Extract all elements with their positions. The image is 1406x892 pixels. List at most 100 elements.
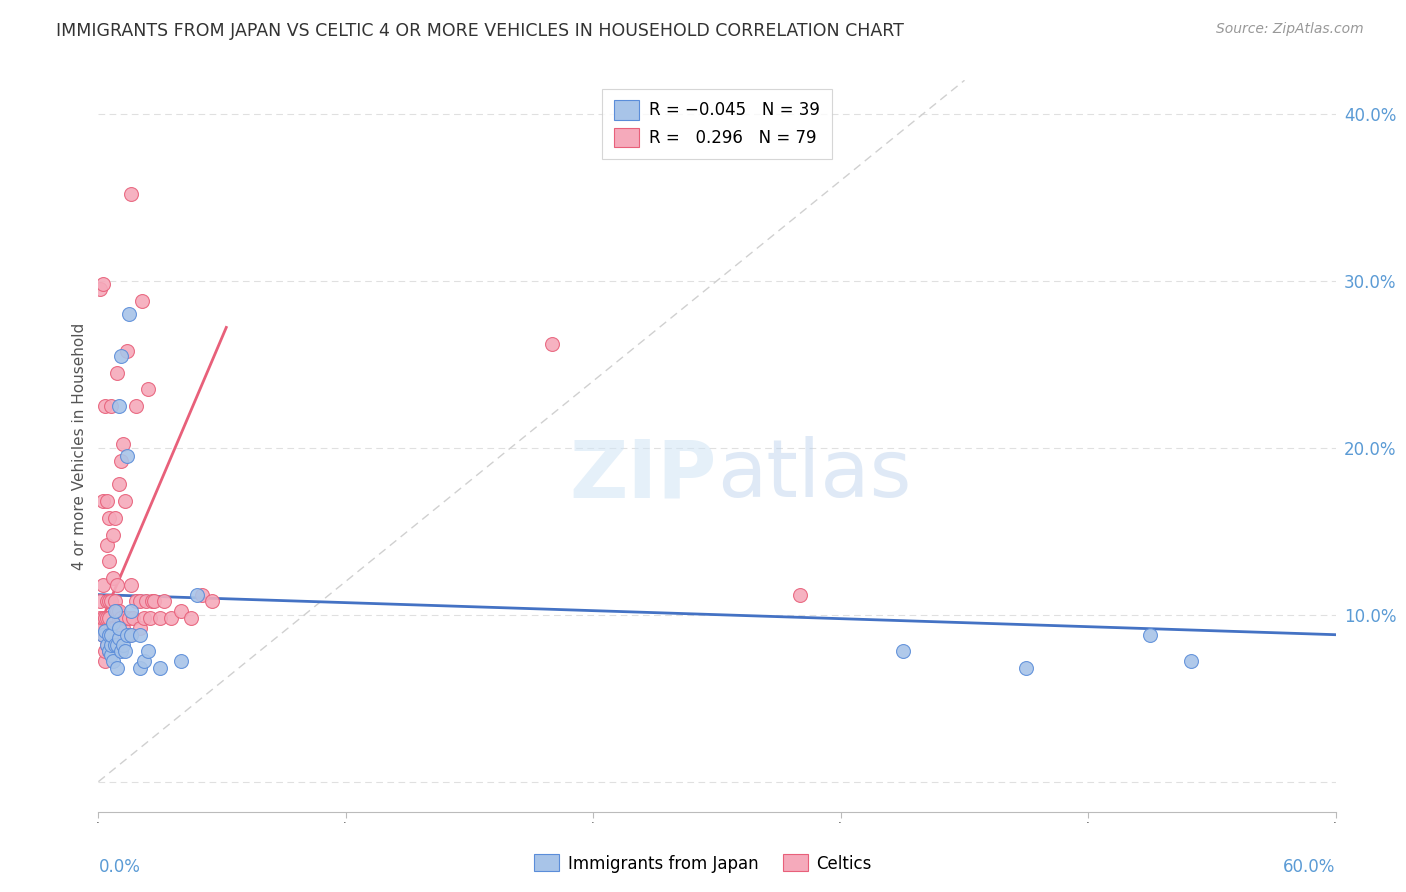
Point: [100, 594, 122, 608]
Point: [132, 655, 155, 669]
Point: [149, 661, 172, 675]
Point: [101, 638, 124, 652]
Point: [89, 282, 111, 296]
Point: [96, 494, 118, 508]
Point: [96, 638, 118, 652]
Point: [120, 577, 142, 591]
Point: [93, 655, 115, 669]
Point: [89, 611, 111, 625]
Point: [108, 628, 131, 642]
Point: [105, 577, 128, 591]
Point: [100, 399, 122, 413]
Point: [128, 628, 150, 642]
Point: [101, 527, 124, 541]
Point: [100, 644, 122, 658]
Point: [104, 638, 127, 652]
Point: [120, 628, 142, 642]
Text: Source: ZipAtlas.com: Source: ZipAtlas.com: [1216, 22, 1364, 37]
Point: [132, 611, 155, 625]
Point: [153, 594, 176, 608]
Point: [104, 621, 127, 635]
Point: [101, 655, 124, 669]
Point: [91, 621, 114, 635]
Point: [180, 611, 202, 625]
Point: [93, 644, 115, 658]
Point: [186, 588, 208, 602]
Point: [100, 638, 122, 652]
Point: [541, 337, 564, 351]
Point: [105, 661, 128, 675]
Point: [1015, 661, 1038, 675]
Point: [104, 594, 127, 608]
Point: [1180, 655, 1202, 669]
Point: [105, 604, 128, 618]
Point: [108, 611, 131, 625]
Point: [96, 611, 118, 625]
Point: [105, 638, 128, 652]
Point: [128, 661, 150, 675]
Point: [143, 594, 166, 608]
Point: [124, 594, 146, 608]
Legend: Immigrants from Japan, Celtics: Immigrants from Japan, Celtics: [527, 847, 879, 880]
Point: [91, 277, 114, 291]
Point: [97, 644, 120, 658]
Point: [114, 644, 136, 658]
Point: [105, 638, 128, 652]
Point: [97, 644, 120, 658]
Point: [131, 293, 153, 308]
Point: [159, 611, 181, 625]
Point: [110, 349, 132, 363]
Point: [201, 594, 224, 608]
Point: [101, 621, 124, 635]
Point: [108, 604, 131, 618]
Point: [128, 621, 150, 635]
Point: [117, 343, 139, 358]
Point: [122, 611, 145, 625]
Point: [93, 628, 115, 642]
Text: atlas: atlas: [717, 436, 911, 515]
Point: [891, 644, 914, 658]
Text: IMMIGRANTS FROM JAPAN VS CELTIC 4 OR MORE VEHICLES IN HOUSEHOLD CORRELATION CHAR: IMMIGRANTS FROM JAPAN VS CELTIC 4 OR MOR…: [56, 22, 904, 40]
Point: [110, 454, 132, 468]
Point: [124, 399, 146, 413]
Point: [97, 628, 120, 642]
Point: [91, 577, 114, 591]
Point: [149, 611, 172, 625]
Point: [135, 594, 157, 608]
Point: [128, 594, 150, 608]
Point: [112, 437, 135, 451]
Point: [100, 628, 122, 642]
Point: [104, 511, 127, 525]
Point: [112, 638, 135, 652]
Point: [118, 307, 141, 321]
Point: [136, 644, 159, 658]
Point: [114, 611, 136, 625]
Point: [120, 186, 142, 201]
Point: [1139, 628, 1161, 642]
Point: [93, 399, 115, 413]
Point: [97, 554, 120, 568]
Point: [91, 611, 114, 625]
Point: [136, 382, 159, 396]
Text: 0.0%: 0.0%: [98, 858, 141, 877]
Text: ZIP: ZIP: [569, 436, 717, 515]
Point: [105, 366, 128, 380]
Point: [101, 615, 124, 630]
Point: [89, 594, 111, 608]
Y-axis label: 4 or more Vehicles in Household: 4 or more Vehicles in Household: [72, 322, 87, 570]
Point: [117, 628, 139, 642]
Point: [96, 537, 118, 551]
Point: [108, 399, 131, 413]
Point: [139, 611, 162, 625]
Point: [170, 604, 193, 618]
Point: [108, 621, 131, 635]
Point: [91, 628, 114, 642]
Point: [110, 644, 132, 658]
Point: [114, 494, 136, 508]
Point: [101, 571, 124, 585]
Point: [96, 638, 118, 652]
Point: [117, 449, 139, 463]
Point: [100, 648, 122, 662]
Point: [170, 655, 193, 669]
Point: [112, 621, 135, 635]
